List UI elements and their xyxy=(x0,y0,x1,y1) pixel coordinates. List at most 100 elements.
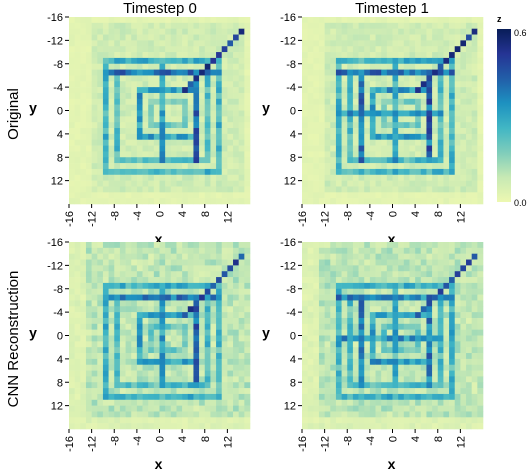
heatmap-cell xyxy=(318,28,325,35)
heatmap-cell xyxy=(307,40,314,47)
heatmap-cell xyxy=(193,341,200,348)
heatmap-cell xyxy=(131,312,138,319)
heatmap-cell xyxy=(159,98,166,105)
heatmap-cell xyxy=(307,81,314,88)
heatmap-cell xyxy=(221,157,228,164)
heatmap-cell xyxy=(216,306,223,313)
heatmap-cell xyxy=(131,57,138,65)
heatmap-cell xyxy=(420,81,427,88)
heatmap-cell xyxy=(324,180,331,187)
heatmap-cell xyxy=(148,370,155,377)
heatmap-cell xyxy=(199,282,206,290)
heatmap-cell xyxy=(352,57,359,65)
heatmap-cell xyxy=(187,300,194,307)
heatmap-cell xyxy=(108,92,115,100)
heatmap-cell xyxy=(341,347,348,354)
heatmap-cell xyxy=(148,92,155,100)
heatmap-cell xyxy=(307,128,314,135)
heatmap-cell xyxy=(341,271,348,278)
heatmap-cell xyxy=(449,277,456,284)
heatmap-cell xyxy=(80,411,87,418)
heatmap-cell xyxy=(142,382,149,389)
heatmap-cell xyxy=(460,69,467,76)
heatmap-cell xyxy=(216,317,223,325)
heatmap-cell xyxy=(369,306,376,313)
heatmap-cell xyxy=(159,247,166,254)
heatmap-cell xyxy=(398,163,405,170)
heatmap-cell xyxy=(148,145,155,152)
heatmap-cell xyxy=(369,34,376,41)
heatmap-cell xyxy=(159,253,166,260)
heatmap-cell xyxy=(392,405,399,412)
heatmap-cell xyxy=(341,277,348,284)
heatmap-cell xyxy=(102,393,109,401)
heatmap-cell xyxy=(386,393,393,401)
heatmap-cell xyxy=(324,271,331,278)
heatmap-cell xyxy=(449,75,456,82)
heatmap-cell xyxy=(182,22,189,29)
heatmap-cell xyxy=(221,63,228,70)
heatmap-cell xyxy=(443,323,450,330)
heatmap-cell xyxy=(409,198,416,205)
heatmap-cell xyxy=(415,151,422,158)
heatmap-cell xyxy=(176,52,183,59)
heatmap-cell xyxy=(403,271,410,278)
heatmap-cell xyxy=(386,92,393,100)
heatmap-cell xyxy=(471,22,478,29)
heatmap-cell xyxy=(244,81,251,88)
heatmap-cell xyxy=(193,128,200,135)
heatmap-cell xyxy=(426,98,433,105)
heatmap-cell xyxy=(182,198,189,205)
heatmap-cell xyxy=(91,282,98,290)
heatmap-cell xyxy=(199,122,206,129)
heatmap-cell xyxy=(142,75,149,82)
heatmap-cell xyxy=(403,52,410,59)
heatmap-cell xyxy=(324,317,331,325)
heatmap-cell xyxy=(426,341,433,348)
heatmap-cell xyxy=(170,306,177,313)
heatmap-cell xyxy=(460,139,467,146)
heatmap-cell xyxy=(454,87,461,94)
heatmap-cell xyxy=(318,300,325,307)
heatmap-cell xyxy=(142,40,149,47)
heatmap-cell xyxy=(170,253,177,260)
heatmap-cell xyxy=(302,282,308,290)
heatmap-cell xyxy=(398,198,405,205)
heatmap-cell xyxy=(80,335,87,342)
heatmap-cell xyxy=(136,192,143,199)
heatmap-cell xyxy=(221,52,228,59)
heatmap-cell xyxy=(409,341,416,348)
heatmap-cell xyxy=(437,128,444,135)
heatmap-cell xyxy=(148,34,155,41)
heatmap-cell xyxy=(392,92,399,100)
heatmap-cell xyxy=(210,186,217,193)
heatmap-cell xyxy=(142,388,149,395)
heatmap-cell xyxy=(364,180,371,187)
heatmap-cell xyxy=(307,329,314,336)
heatmap-cell xyxy=(97,388,104,395)
heatmap-cell xyxy=(221,370,228,377)
heatmap-cell xyxy=(131,52,138,59)
heatmap-cell xyxy=(210,46,217,53)
heatmap-cell xyxy=(392,186,399,193)
heatmap-cell xyxy=(227,277,234,284)
heatmap-cell xyxy=(227,300,234,307)
heatmap-cell xyxy=(335,247,342,254)
heatmap-cell xyxy=(364,81,371,88)
heatmap-cell xyxy=(318,75,325,82)
heatmap-cell xyxy=(238,317,245,325)
heatmap-cell xyxy=(102,399,109,406)
heatmap-cell xyxy=(449,271,456,278)
heatmap-cell xyxy=(347,63,354,70)
heatmap-cell xyxy=(426,317,433,325)
heatmap-cell xyxy=(313,382,320,389)
heatmap-cell xyxy=(460,364,467,371)
heatmap-cell xyxy=(216,358,223,366)
heatmap-cell xyxy=(426,28,433,35)
heatmap-cell xyxy=(182,87,189,94)
heatmap-cell xyxy=(364,174,371,181)
heatmap-cell xyxy=(369,57,376,65)
heatmap-cell xyxy=(119,242,126,249)
heatmap-cell xyxy=(420,116,427,123)
heatmap-cell xyxy=(131,347,138,354)
